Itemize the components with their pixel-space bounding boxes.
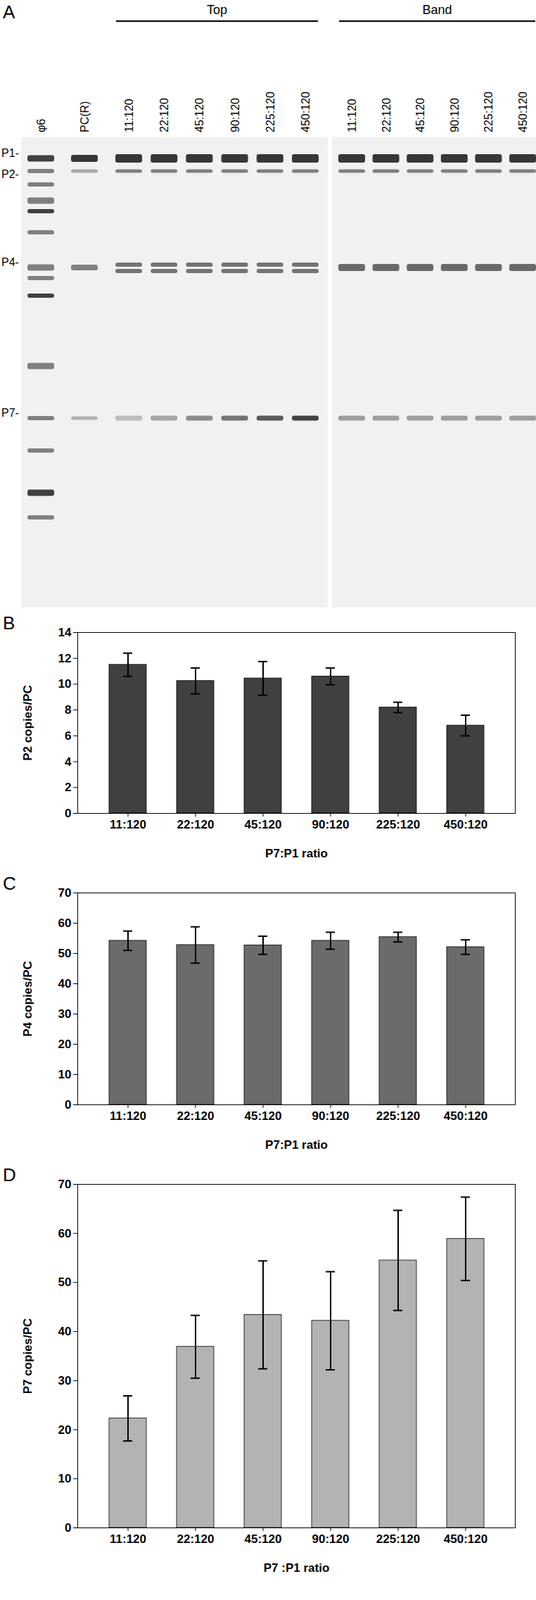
svg-text:50: 50	[58, 1274, 72, 1288]
svg-text:450:120: 450:120	[443, 817, 488, 831]
svg-text:0: 0	[64, 806, 72, 820]
svg-text:P7:P1 ratio: P7:P1 ratio	[265, 1137, 328, 1151]
svg-text:90:120: 90:120	[312, 817, 350, 831]
svg-text:P7 :P1 ratio: P7 :P1 ratio	[263, 1560, 330, 1574]
svg-text:A: A	[2, 1, 16, 23]
svg-text:20: 20	[58, 1036, 72, 1051]
svg-text:P1-: P1-	[1, 147, 19, 159]
svg-text:P7 copies/PC: P7 copies/PC	[21, 1317, 35, 1394]
svg-text:10: 10	[58, 1470, 72, 1485]
svg-text:70: 70	[58, 1176, 72, 1191]
svg-text:22:120: 22:120	[158, 97, 171, 133]
html-text:B: B	[2, 611, 15, 634]
svg-text:50: 50	[58, 946, 72, 960]
svg-text:0: 0	[64, 1097, 72, 1111]
svg-text:11:120: 11:120	[346, 98, 359, 133]
svg-text:P7:P1 ratio: P7:P1 ratio	[265, 846, 328, 860]
svg-text:6: 6	[64, 728, 72, 743]
svg-text:22:120: 22:120	[177, 1108, 215, 1122]
svg-text:14: 14	[58, 625, 72, 639]
svg-text:11:120: 11:120	[109, 1531, 147, 1545]
svg-text:11:120: 11:120	[109, 817, 147, 831]
svg-text:P7-: P7-	[1, 406, 19, 419]
svg-text:45:120: 45:120	[414, 97, 427, 133]
svg-text:450:120: 450:120	[299, 91, 312, 133]
svg-text:30: 30	[58, 1006, 72, 1020]
svg-text:22:120: 22:120	[177, 1531, 215, 1545]
svg-text:45:120: 45:120	[244, 1108, 283, 1122]
svg-text:Band: Band	[422, 2, 452, 17]
svg-text:2: 2	[64, 780, 72, 794]
svg-text:225:120: 225:120	[482, 91, 495, 133]
svg-text:P2 copies/PC: P2 copies/PC	[21, 684, 35, 761]
svg-text:90:120: 90:120	[312, 1531, 350, 1545]
svg-text:90:120: 90:120	[312, 1108, 350, 1122]
svg-text:P4 copies/PC: P4 copies/PC	[21, 960, 35, 1037]
svg-text:450:120: 450:120	[443, 1531, 488, 1545]
svg-text:90:120: 90:120	[448, 97, 461, 133]
svg-text:450:120: 450:120	[443, 1108, 488, 1122]
svg-text:450:120: 450:120	[517, 91, 529, 133]
svg-text:12: 12	[58, 651, 72, 665]
svg-text:30: 30	[58, 1373, 72, 1387]
svg-text:40: 40	[58, 1323, 72, 1338]
html-text:C: C	[2, 872, 17, 894]
svg-text:P4-: P4-	[1, 256, 19, 268]
svg-text:60: 60	[58, 1226, 72, 1240]
svg-text:45:120: 45:120	[193, 97, 206, 133]
svg-text:40: 40	[58, 976, 72, 990]
svg-text:225:120: 225:120	[264, 91, 277, 133]
svg-text:0: 0	[64, 1520, 72, 1534]
svg-text:Top: Top	[206, 2, 228, 17]
svg-text:P2-: P2-	[1, 168, 19, 181]
svg-text:10: 10	[58, 676, 72, 691]
svg-text:225:120: 225:120	[376, 1531, 420, 1545]
svg-text:90:120: 90:120	[229, 97, 242, 133]
svg-text:20: 20	[58, 1422, 72, 1436]
svg-text:70: 70	[58, 885, 72, 899]
svg-text:45:120: 45:120	[244, 1531, 283, 1545]
svg-text:11:120: 11:120	[123, 98, 136, 133]
svg-text:45:120: 45:120	[244, 817, 283, 831]
svg-text:225:120: 225:120	[376, 1108, 420, 1122]
svg-text:10: 10	[58, 1067, 72, 1081]
svg-text:11:120: 11:120	[109, 1108, 147, 1122]
svg-text:φ6: φ6	[35, 118, 48, 133]
html-text:D: D	[2, 1163, 17, 1185]
svg-text:4: 4	[64, 754, 72, 769]
svg-text:60: 60	[58, 915, 72, 930]
svg-text:22:120: 22:120	[177, 817, 215, 831]
svg-text:22:120: 22:120	[380, 97, 393, 133]
svg-text:225:120: 225:120	[376, 817, 420, 831]
svg-text:PC(R): PC(R)	[78, 101, 91, 133]
svg-text:8: 8	[64, 702, 72, 717]
